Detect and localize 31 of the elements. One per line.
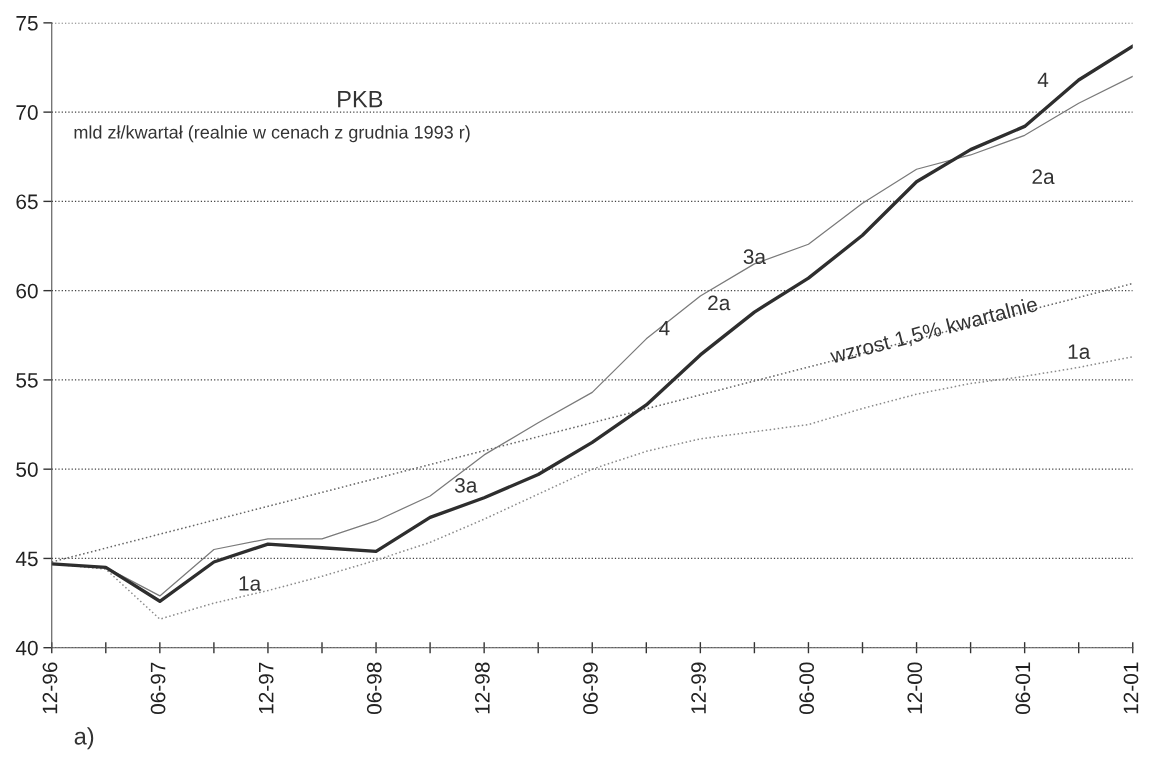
x-tick-label: 06-99 [583, 662, 598, 715]
x-tick-label: 12-97 [258, 662, 274, 714]
annotation: 1a [239, 576, 262, 591]
x-tick-label: 06-97 [150, 662, 166, 715]
x-tick-label: 06-98 [366, 662, 382, 715]
x-tick-label: 12-00 [907, 662, 923, 714]
annotation: wzrost 1,5% kwartalnie [828, 295, 1039, 367]
y-tick-label: 45 [15, 551, 38, 567]
x-tick-label: 12-98 [474, 662, 490, 714]
text: PKB [338, 90, 383, 108]
x-tick-label: 12-96 [42, 662, 58, 714]
x-tick-label: 12-01 [1123, 662, 1139, 714]
y-tick-label: 40 [15, 640, 38, 656]
y-tick-label: 75 [16, 16, 38, 31]
annotation: 2a [1032, 169, 1055, 185]
annotation: 4 [659, 320, 670, 336]
y-tick-label: 65 [16, 194, 38, 210]
annotation: 1a [1068, 344, 1091, 359]
y-tick-label: 60 [16, 283, 38, 299]
annotation: 3a [743, 249, 766, 265]
y-tick-label: 55 [16, 373, 38, 388]
x-tick-label: 06-01 [1015, 662, 1031, 715]
y-tick-label: 50 [16, 462, 38, 477]
text: a) [74, 727, 94, 750]
y-tick-label: 70 [16, 105, 38, 120]
x-tick-label: 06-00 [799, 662, 815, 715]
text: mld zł/kwartał (realnie w cenach z grudnia 1993 r) [74, 125, 470, 143]
x-tick-label: 12-99 [691, 662, 706, 714]
annotation: 4 [1037, 72, 1049, 87]
annotation: 3a [454, 477, 478, 493]
annotation: 2a [708, 295, 731, 311]
